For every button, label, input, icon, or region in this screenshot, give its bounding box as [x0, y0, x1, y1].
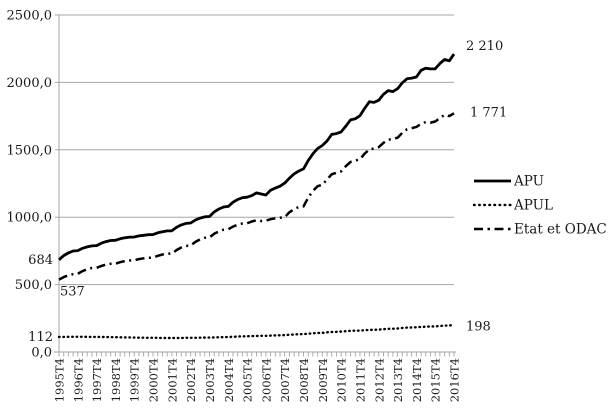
start-value-label-apul: 112: [28, 330, 53, 345]
legend-label-apu: APU: [513, 174, 544, 190]
y-axis-tick-label: 2000,0: [7, 76, 53, 91]
y-axis-tick-label: 1500,0: [7, 143, 53, 158]
x-axis-tick-label: 2012T4: [372, 358, 386, 402]
x-axis-tick-label: 2007T4: [278, 358, 292, 402]
x-axis-tick-label: 1996T4: [71, 358, 85, 402]
x-axis-tick-label: 2004T4: [222, 358, 236, 402]
end-value-label-apul: 198: [466, 319, 491, 334]
series-line-apu: [58, 53, 456, 261]
x-axis-tick-label: 1999T4: [128, 358, 142, 402]
start-value-label-etat: 537: [60, 285, 85, 300]
x-axis-tick-label: 2003T4: [203, 358, 217, 402]
x-axis-tick-label: 2015T4: [429, 358, 443, 402]
legend-label-etat-et-odac: Etat et ODAC: [514, 222, 607, 238]
x-axis-tick-label: 2006T4: [259, 358, 273, 402]
series-line-etat-et-odac: [58, 112, 455, 281]
start-value-label-apu: 684: [28, 253, 53, 268]
x-axis-tick-label: 2013T4: [391, 358, 405, 402]
y-axis-tick-label: 0,0: [31, 346, 52, 361]
x-axis-tick-label: 2008T4: [297, 358, 311, 402]
x-axis-tick-label: 1997T4: [90, 358, 104, 402]
series-line-apul: [57, 324, 456, 340]
x-axis-tick-label: 1998T4: [109, 358, 123, 402]
x-axis-tick-label: 2001T4: [165, 358, 179, 402]
end-value-label-apu: 2 210: [466, 39, 503, 54]
y-axis-tick-label: 1000,0: [7, 211, 53, 226]
x-axis-tick-label: 2002T4: [184, 358, 198, 402]
x-axis-tick-label: 2016T4: [448, 358, 462, 402]
x-axis-tick-label: 2005T4: [241, 358, 255, 402]
x-axis-tick-label: 1995T4: [53, 358, 67, 402]
x-axis-tick-label: 2011T4: [353, 358, 367, 402]
end-value-label-etat: 1 771: [470, 105, 507, 120]
legend-label-apul: APUL: [513, 198, 553, 214]
x-axis-tick-label: 2009T4: [316, 358, 330, 402]
x-axis-tick-label: 2014T4: [410, 358, 424, 402]
x-axis-tick-label: 2010T4: [335, 358, 349, 402]
y-axis-tick-label: 500,0: [15, 278, 52, 293]
x-axis-tick-label: 2000T4: [147, 358, 161, 402]
y-axis-tick-label: 2500,0: [7, 9, 53, 24]
